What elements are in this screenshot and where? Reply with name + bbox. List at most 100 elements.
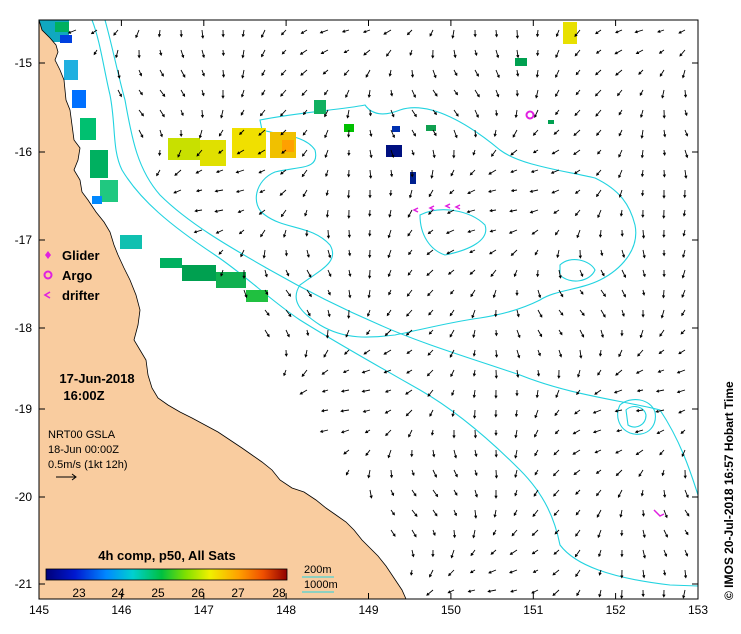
current-arrow bbox=[449, 309, 455, 317]
current-arrow bbox=[304, 209, 308, 217]
current-scale-label: 0.5m/s (1kt 12h) bbox=[48, 459, 127, 471]
current-arrow bbox=[555, 109, 560, 116]
current-arrow bbox=[383, 349, 392, 355]
current-arrow bbox=[348, 269, 352, 278]
drifter-track-marker bbox=[412, 203, 461, 213]
current-arrow bbox=[576, 389, 581, 396]
current-arrow bbox=[431, 549, 435, 558]
current-arrow bbox=[390, 89, 394, 97]
current-arrow bbox=[369, 169, 373, 179]
current-arrow bbox=[306, 249, 310, 258]
current-arrow bbox=[215, 229, 224, 234]
current-arrow bbox=[558, 269, 562, 279]
current-arrow bbox=[346, 189, 351, 199]
current-arrow bbox=[640, 109, 644, 119]
current-arrow bbox=[579, 349, 583, 359]
current-arrow bbox=[618, 129, 623, 137]
current-arrow bbox=[407, 209, 413, 218]
current-arrow bbox=[655, 389, 665, 393]
current-arrow bbox=[619, 509, 623, 518]
current-arrow bbox=[618, 109, 623, 116]
current-arrow bbox=[641, 589, 645, 598]
current-arrow bbox=[368, 109, 373, 117]
current-arrow bbox=[364, 429, 371, 434]
current-arrow bbox=[620, 549, 624, 558]
current-arrow bbox=[158, 149, 162, 157]
current-arrow bbox=[466, 209, 476, 214]
isobath-1000m-inner-2 bbox=[559, 259, 596, 282]
current-arrow bbox=[660, 309, 665, 319]
current-arrow bbox=[509, 569, 518, 574]
current-arrow bbox=[242, 270, 246, 279]
current-arrow bbox=[426, 589, 434, 596]
isobath-legend: 200m 1000m bbox=[302, 564, 338, 593]
current-arrow bbox=[550, 169, 560, 174]
current-arrow bbox=[474, 89, 480, 98]
current-arrow bbox=[427, 289, 434, 297]
current-arrow bbox=[301, 169, 308, 178]
current-arrow bbox=[621, 249, 626, 259]
current-arrow bbox=[574, 169, 581, 175]
current-arrow bbox=[658, 49, 665, 54]
imos-credit: © IMOS 20-Jul-2018 16:57 Hobart Time bbox=[722, 381, 736, 600]
current-arrow bbox=[390, 149, 395, 159]
current-arrow bbox=[260, 229, 266, 238]
current-arrow bbox=[574, 109, 581, 117]
current-arrow bbox=[453, 489, 458, 496]
current-arrow bbox=[637, 349, 644, 357]
current-arrow bbox=[340, 429, 350, 434]
current-arrow bbox=[324, 109, 329, 118]
current-arrow bbox=[594, 389, 602, 395]
current-arrow bbox=[369, 489, 373, 499]
current-arrow bbox=[680, 429, 686, 435]
current-arrow bbox=[343, 49, 350, 54]
current-arrow bbox=[411, 489, 417, 497]
current-arrow bbox=[238, 229, 245, 235]
current-arrow bbox=[531, 229, 539, 235]
current-arrow bbox=[640, 149, 644, 159]
current-arrow bbox=[341, 29, 350, 33]
current-arrow bbox=[682, 249, 686, 259]
current-arrow bbox=[241, 69, 245, 79]
current-arrow bbox=[676, 389, 686, 394]
current-arrow bbox=[235, 189, 245, 193]
current-arrow bbox=[618, 189, 623, 198]
current-arrow bbox=[389, 469, 394, 479]
scale-arrow-icon bbox=[56, 473, 77, 481]
current-arrow bbox=[536, 269, 540, 278]
current-arrow bbox=[531, 529, 539, 537]
current-arrow bbox=[428, 209, 434, 215]
current-arrow bbox=[388, 69, 392, 77]
current-arrow bbox=[218, 129, 224, 137]
current-arrow bbox=[614, 409, 623, 413]
current-arrow bbox=[598, 589, 602, 598]
current-arrow bbox=[659, 69, 665, 77]
current-arrow bbox=[452, 430, 456, 439]
colorbar-gradient bbox=[45, 568, 288, 581]
current-arrow bbox=[618, 149, 623, 158]
current-arrow bbox=[469, 269, 476, 275]
current-arrow bbox=[299, 49, 308, 55]
current-arrow bbox=[600, 269, 605, 277]
current-arrow bbox=[532, 149, 539, 154]
current-arrow bbox=[554, 429, 560, 435]
current-arrow bbox=[657, 369, 665, 373]
current-arrow bbox=[595, 49, 602, 54]
current-arrow bbox=[683, 89, 688, 98]
current-arrow bbox=[682, 209, 686, 217]
y-tick-label: -17 bbox=[15, 233, 33, 247]
current-arrow bbox=[554, 229, 560, 236]
current-arrow bbox=[510, 589, 518, 593]
current-arrow bbox=[138, 69, 143, 77]
current-arrow bbox=[574, 209, 581, 217]
current-arrow bbox=[536, 49, 540, 57]
current-arrow bbox=[558, 289, 564, 298]
current-arrow bbox=[473, 429, 478, 439]
current-arrow bbox=[515, 390, 519, 397]
current-arrow bbox=[641, 209, 645, 218]
current-arrow bbox=[681, 449, 686, 458]
current-arrow bbox=[617, 489, 623, 498]
current-arrow bbox=[340, 389, 350, 393]
x-tick-label: 147 bbox=[194, 603, 214, 617]
current-arrow bbox=[467, 189, 476, 194]
